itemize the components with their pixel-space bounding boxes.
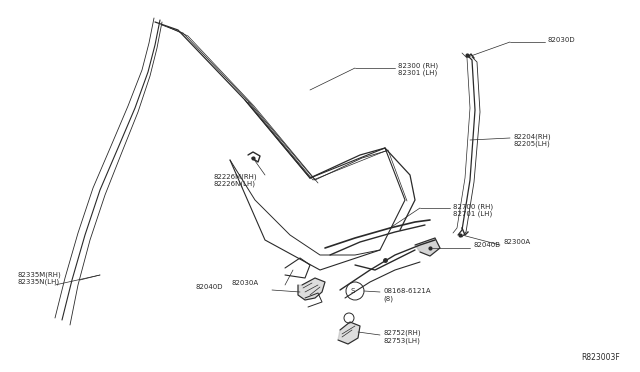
Text: S: S: [351, 288, 355, 294]
Text: 82040D: 82040D: [195, 284, 223, 290]
Polygon shape: [338, 322, 360, 344]
Text: 82030A: 82030A: [232, 280, 259, 286]
Text: R823003F: R823003F: [581, 353, 620, 362]
Text: 82700 (RH)
82701 (LH): 82700 (RH) 82701 (LH): [453, 203, 493, 217]
Text: 82300A: 82300A: [503, 239, 530, 245]
Text: 82040B: 82040B: [473, 242, 500, 248]
Text: 82226M(RH)
82226N(LH): 82226M(RH) 82226N(LH): [213, 173, 257, 187]
Text: 82204(RH)
82205(LH): 82204(RH) 82205(LH): [513, 133, 550, 147]
Text: 08168-6121A
(8): 08168-6121A (8): [383, 288, 431, 301]
Text: 82752(RH)
82753(LH): 82752(RH) 82753(LH): [383, 330, 420, 344]
Text: 82335M(RH)
82335N(LH): 82335M(RH) 82335N(LH): [18, 271, 61, 285]
Text: 82030D: 82030D: [548, 37, 575, 43]
Polygon shape: [298, 278, 325, 300]
Text: 82300 (RH)
82301 (LH): 82300 (RH) 82301 (LH): [398, 62, 438, 76]
Polygon shape: [415, 238, 440, 256]
